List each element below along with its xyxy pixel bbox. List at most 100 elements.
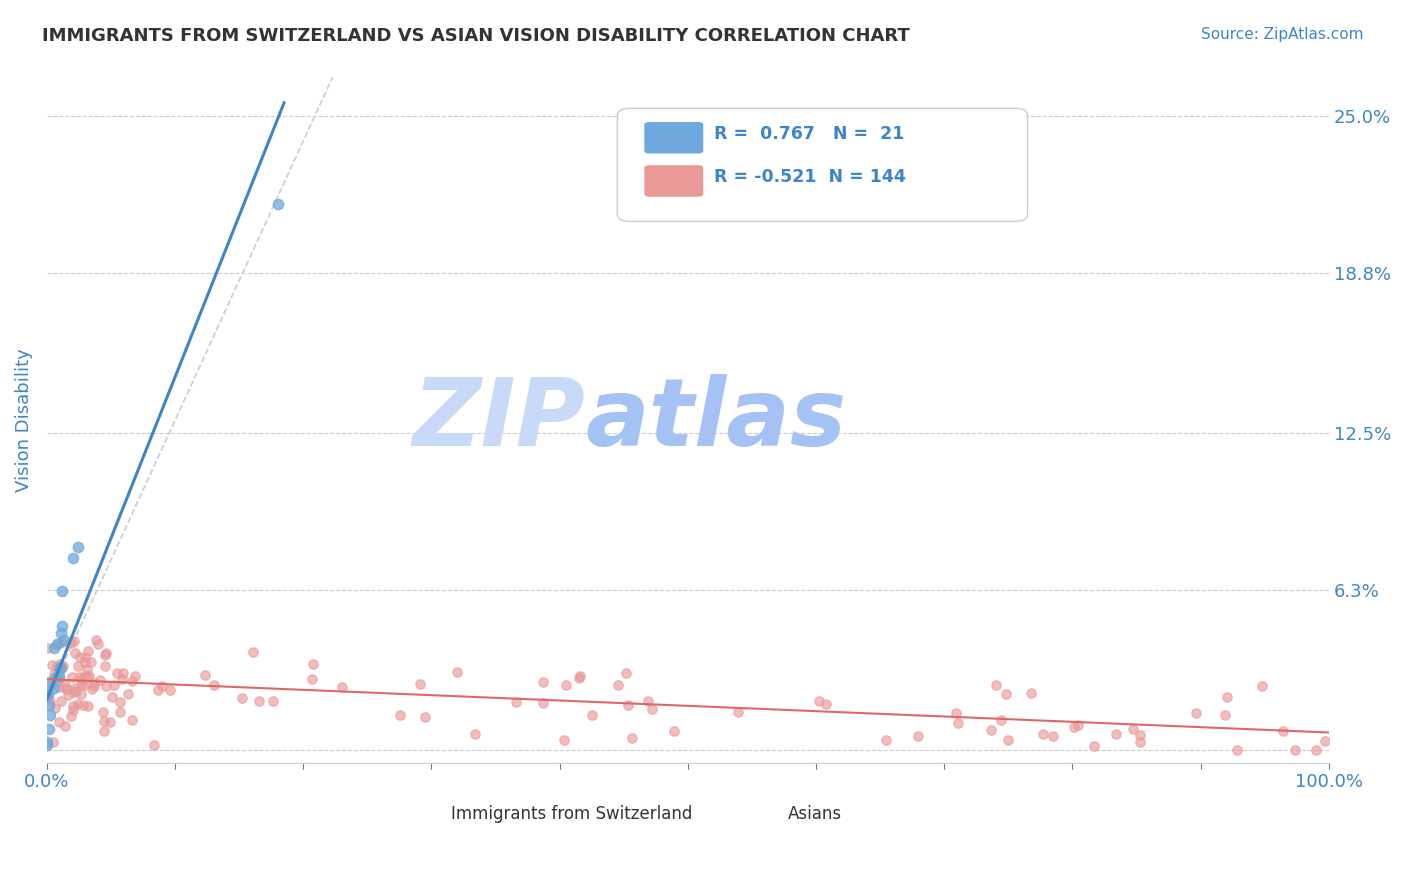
Point [45,669,67,683]
Point [96,647,118,661]
Point [35,735,58,749]
Point [1129,727,1152,741]
Point [51,635,73,649]
Point [48,714,70,729]
Point [637,694,659,708]
Point [1226,743,1249,757]
Point [1019,685,1042,699]
Point [907,729,929,743]
Point [38,722,60,736]
Point [53,633,76,648]
Point [62,699,84,714]
Text: ZIP: ZIP [412,375,585,467]
Point [52,659,75,673]
Point [58,688,80,702]
Point [83,676,105,690]
Point [94,679,117,693]
Point [301,657,323,671]
Point [984,678,1007,692]
Point [70,677,93,691]
Point [117,687,139,701]
Point [1122,723,1144,737]
Point [389,707,412,722]
Point [93,705,115,719]
Point [41,658,63,673]
Point [143,739,166,753]
Point [409,677,432,691]
Point [51,661,73,675]
Point [42,640,65,655]
Point [1032,727,1054,741]
Point [77,699,100,714]
Point [606,678,628,692]
Point [990,714,1012,728]
FancyBboxPatch shape [409,805,443,828]
Point [1213,707,1236,722]
Point [105,666,128,681]
Text: Source: ZipAtlas.com: Source: ZipAtlas.com [1201,27,1364,42]
Point [1083,739,1105,753]
FancyBboxPatch shape [617,108,1028,221]
Point [1251,680,1274,694]
FancyBboxPatch shape [747,805,780,828]
Point [73,650,96,665]
Point [662,724,685,739]
Point [60,670,83,684]
Point [1305,743,1327,757]
Point [37,687,59,701]
Point [76,669,98,683]
Point [111,666,134,681]
Point [62,703,84,717]
Point [815,697,838,711]
Point [108,705,131,719]
Point [531,674,554,689]
Point [38,698,60,712]
Point [727,705,749,719]
Point [63,685,86,699]
Point [53,719,76,733]
Point [46,637,69,651]
Point [89,673,111,688]
Text: R = -0.521  N = 144: R = -0.521 N = 144 [713,168,905,186]
Point [94,658,117,673]
Point [247,694,270,708]
Point [1284,743,1306,757]
Point [37,690,59,705]
Point [1272,724,1295,739]
Point [72,698,94,712]
Point [38,674,60,689]
Text: atlas: atlas [585,375,846,467]
Point [946,715,969,730]
Point [62,633,84,648]
Point [56,681,79,696]
Point [301,672,323,686]
Point [103,678,125,692]
Point [63,646,86,660]
Point [121,673,143,688]
Point [65,684,87,698]
Point [266,197,288,211]
Text: Immigrants from Switzerland: Immigrants from Switzerland [451,805,692,823]
Point [48,670,70,684]
Point [70,687,93,701]
Point [568,671,591,685]
Y-axis label: Vision Disability: Vision Disability [15,349,32,492]
Point [111,672,134,686]
FancyBboxPatch shape [644,122,703,153]
Point [553,733,575,747]
Point [505,695,527,709]
Point [1105,726,1128,740]
Point [124,669,146,683]
Point [75,678,97,692]
Point [51,618,73,632]
Point [159,682,181,697]
Point [555,678,578,692]
Text: Asians: Asians [787,805,842,823]
Point [48,680,70,694]
Point [67,697,90,711]
Point [87,637,110,651]
Point [77,643,100,657]
Point [617,698,640,713]
FancyBboxPatch shape [644,165,703,197]
Point [51,583,73,598]
